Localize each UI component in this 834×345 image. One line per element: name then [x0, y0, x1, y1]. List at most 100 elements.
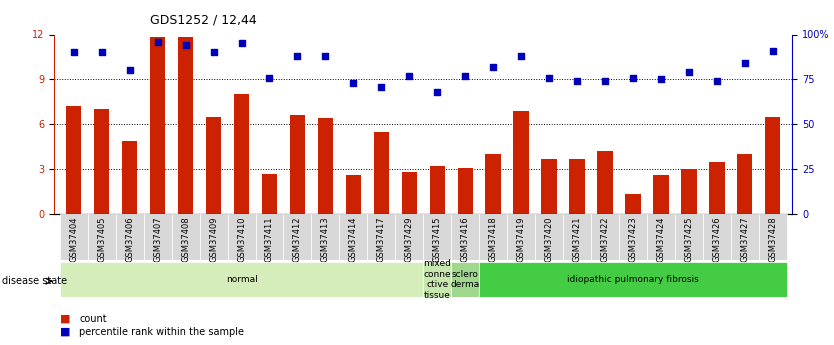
- Bar: [570, 159, 585, 214]
- Bar: [199, 214, 228, 260]
- Point: [263, 75, 276, 80]
- Text: GDS1252 / 12,44: GDS1252 / 12,44: [150, 14, 257, 27]
- Text: GSM37410: GSM37410: [237, 216, 246, 262]
- Bar: [374, 132, 389, 214]
- Text: GSM37421: GSM37421: [572, 216, 581, 262]
- Bar: [681, 169, 696, 214]
- Point: [654, 77, 667, 82]
- Text: GSM37428: GSM37428: [768, 216, 777, 262]
- Text: GSM37404: GSM37404: [69, 216, 78, 262]
- Bar: [591, 214, 619, 260]
- Text: GSM37413: GSM37413: [321, 216, 330, 262]
- Bar: [318, 118, 333, 214]
- Bar: [430, 166, 445, 214]
- Bar: [480, 214, 507, 260]
- Text: percentile rank within the sample: percentile rank within the sample: [79, 327, 244, 337]
- Bar: [485, 154, 501, 214]
- Text: GSM37424: GSM37424: [656, 216, 666, 262]
- Text: mixed
conne
ctive
tissue: mixed conne ctive tissue: [424, 259, 451, 299]
- Text: ■: ■: [60, 327, 71, 337]
- Point: [430, 89, 444, 95]
- Bar: [66, 106, 82, 214]
- Point: [67, 50, 80, 55]
- Text: GSM37406: GSM37406: [125, 216, 134, 262]
- Bar: [423, 214, 451, 260]
- Point: [542, 75, 555, 80]
- Bar: [255, 214, 284, 260]
- Point: [347, 80, 360, 86]
- Text: GSM37419: GSM37419: [516, 216, 525, 262]
- Bar: [675, 214, 703, 260]
- Bar: [150, 38, 165, 214]
- Bar: [703, 214, 731, 260]
- Point: [403, 73, 416, 79]
- Text: GSM37405: GSM37405: [98, 216, 106, 262]
- Text: GSM37412: GSM37412: [293, 216, 302, 262]
- Bar: [228, 214, 255, 260]
- Text: sclero
derma: sclero derma: [450, 270, 480, 289]
- Text: GSM37427: GSM37427: [741, 216, 749, 262]
- Bar: [765, 117, 781, 214]
- Point: [291, 53, 304, 59]
- Point: [598, 78, 611, 84]
- Bar: [122, 141, 138, 214]
- Point: [710, 78, 723, 84]
- Point: [626, 75, 640, 80]
- Bar: [619, 214, 647, 260]
- Point: [738, 60, 751, 66]
- Text: GSM37420: GSM37420: [545, 216, 554, 262]
- Bar: [458, 168, 473, 214]
- Point: [682, 69, 696, 75]
- Text: ■: ■: [60, 314, 71, 324]
- Point: [459, 73, 472, 79]
- Text: count: count: [79, 314, 107, 324]
- Point: [179, 42, 193, 48]
- Point: [235, 41, 249, 46]
- Bar: [60, 214, 88, 260]
- Text: GSM37429: GSM37429: [404, 216, 414, 262]
- Text: GSM37414: GSM37414: [349, 216, 358, 262]
- Text: GSM37407: GSM37407: [153, 216, 162, 262]
- Text: GSM37423: GSM37423: [629, 216, 637, 262]
- Point: [95, 50, 108, 55]
- Point: [319, 53, 332, 59]
- Text: GSM37411: GSM37411: [265, 216, 274, 262]
- Point: [207, 50, 220, 55]
- Text: GSM37426: GSM37426: [712, 216, 721, 262]
- Text: GSM37408: GSM37408: [181, 216, 190, 262]
- Bar: [367, 214, 395, 260]
- Bar: [395, 214, 423, 260]
- Bar: [759, 214, 786, 260]
- Point: [486, 64, 500, 70]
- Text: GSM37416: GSM37416: [460, 216, 470, 262]
- Bar: [626, 195, 641, 214]
- Bar: [88, 214, 116, 260]
- Bar: [60, 262, 423, 297]
- Text: disease state: disease state: [2, 276, 67, 286]
- Bar: [514, 111, 529, 214]
- Point: [570, 78, 584, 84]
- Bar: [262, 174, 277, 214]
- Bar: [402, 172, 417, 214]
- Bar: [234, 94, 249, 214]
- Text: GSM37409: GSM37409: [209, 216, 218, 262]
- Text: GSM37425: GSM37425: [685, 216, 693, 262]
- Bar: [143, 214, 172, 260]
- Bar: [423, 262, 451, 297]
- Bar: [339, 214, 367, 260]
- Bar: [731, 214, 759, 260]
- Bar: [289, 115, 305, 214]
- Point: [766, 48, 780, 53]
- Bar: [451, 214, 480, 260]
- Bar: [653, 175, 669, 214]
- Bar: [737, 154, 752, 214]
- Bar: [647, 214, 675, 260]
- Text: idiopathic pulmonary fibrosis: idiopathic pulmonary fibrosis: [567, 275, 699, 284]
- Text: GSM37418: GSM37418: [489, 216, 498, 262]
- Bar: [563, 214, 591, 260]
- Bar: [284, 214, 311, 260]
- Bar: [451, 262, 480, 297]
- Point: [151, 39, 164, 45]
- Point: [515, 53, 528, 59]
- Point: [374, 84, 388, 89]
